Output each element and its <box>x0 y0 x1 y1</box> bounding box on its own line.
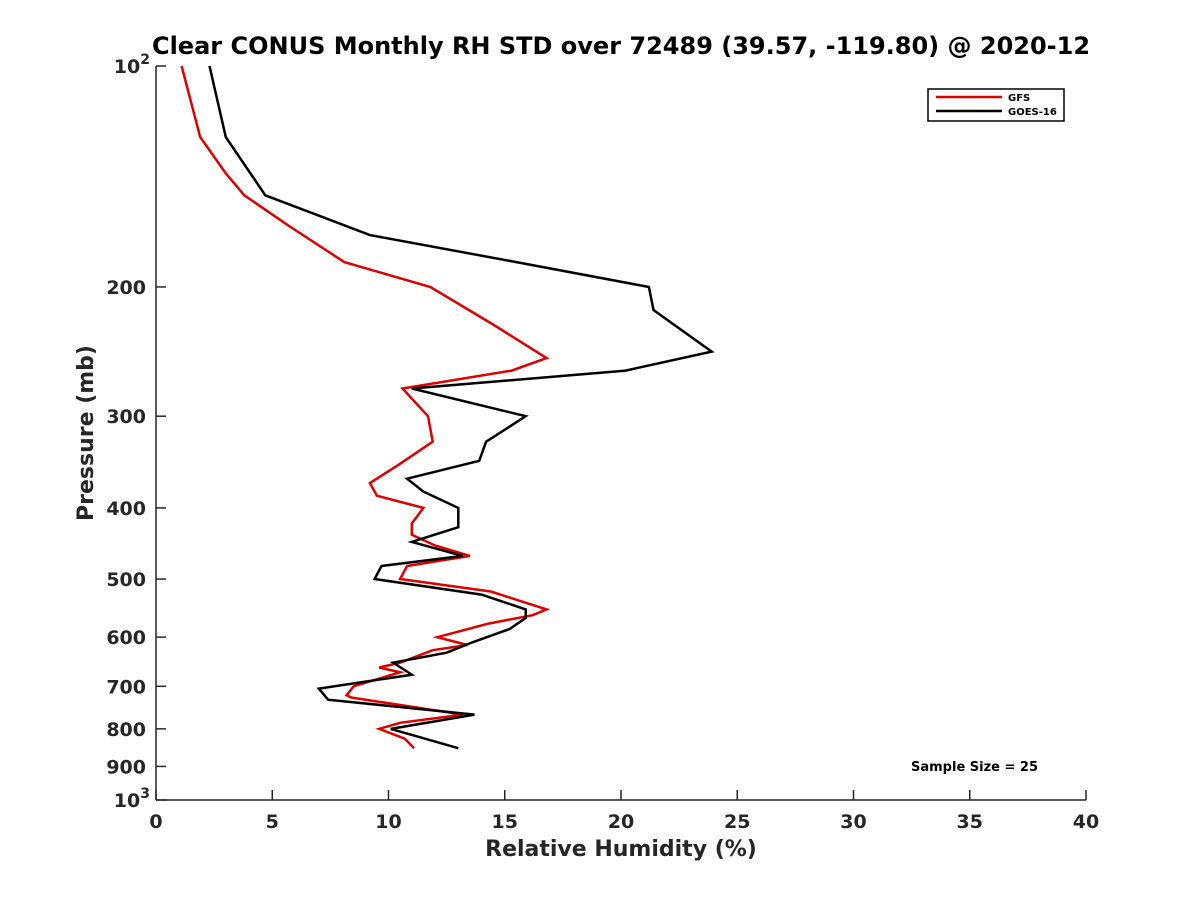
legend: GFS GOES-16 <box>927 88 1065 122</box>
x-tick-label: 30 <box>840 811 866 833</box>
legend-box <box>927 88 1065 122</box>
y-tick-label: 900 <box>106 756 146 778</box>
x-tick-label: 15 <box>492 811 518 833</box>
sample-size-annotation: Sample Size = 25 <box>911 760 1038 775</box>
x-tick-label: 25 <box>724 811 750 833</box>
x-axis-label: Relative Humidity (%) <box>485 837 757 862</box>
chart-title: Clear CONUS Monthly RH STD over 72489 (3… <box>152 32 1090 60</box>
x-tick-label: 0 <box>149 811 162 833</box>
y-axis-ticks: 102 200 300 400 500 600 700 800 900 103 <box>106 52 166 812</box>
x-axis-ticks: 0 5 10 15 20 25 30 35 40 <box>149 790 1099 833</box>
y-tick-label: 500 <box>106 569 146 591</box>
x-tick-label: 10 <box>375 811 401 833</box>
plot-area: 0 5 10 15 20 25 30 35 40 102 200 300 400 500 600 700 80… <box>106 52 1099 833</box>
y-tick-label: 400 <box>106 498 146 520</box>
x-tick-label: 20 <box>608 811 634 833</box>
y-tick-label: 600 <box>106 627 146 649</box>
series-layer <box>180 65 715 750</box>
y-tick-label: 300 <box>106 406 146 428</box>
y-tick-label: 102 <box>114 52 150 78</box>
legend-label-goes16: GOES-16 <box>1008 107 1057 118</box>
x-tick-label: 5 <box>266 811 279 833</box>
y-tick-label: 700 <box>106 676 146 698</box>
y-tick-label: 103 <box>114 786 150 812</box>
y-tick-label: 800 <box>106 719 146 741</box>
legend-label-gfs: GFS <box>1008 93 1030 104</box>
y-axis-label: Pressure (mb) <box>74 345 99 521</box>
y-tick-label: 200 <box>106 277 146 299</box>
x-tick-label: 35 <box>957 811 983 833</box>
x-tick-label: 40 <box>1073 811 1099 833</box>
series-line-goes16 <box>208 65 715 750</box>
series-line-gfs <box>180 65 551 750</box>
